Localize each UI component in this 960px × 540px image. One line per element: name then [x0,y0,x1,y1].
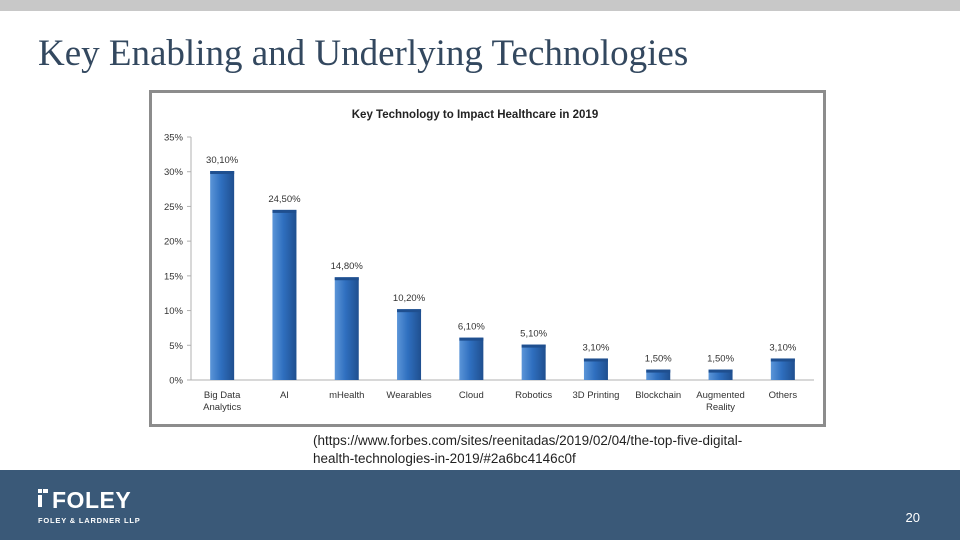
y-tick-label: 0% [169,376,183,387]
y-tick-label: 10% [164,306,184,317]
data-label: 14,80% [331,261,364,272]
x-tick-label: Others [769,390,798,401]
bar-cap [708,369,733,373]
bar [770,358,795,380]
bar [459,337,484,380]
bar-cap [583,358,608,362]
x-tick-label: Reality [706,402,735,413]
x-tick-label: Robotics [515,390,552,401]
bar [708,369,733,380]
y-tick-label: 5% [169,341,183,352]
page-number: 20 [905,510,920,525]
x-tick-label: Analytics [203,402,241,413]
x-tick-label: Cloud [459,390,484,401]
data-label: 1,50% [707,354,734,365]
bar-cap [646,369,671,373]
bar [397,309,422,380]
data-label: 5,10% [520,329,547,340]
top-bar [0,0,960,11]
bar-chart: Key Technology to Impact Healthcare in 2… [164,109,814,413]
source-line-2[interactable]: health-technologies-in-2019/#2a6bc4146c0… [313,451,576,466]
footer-band [0,470,960,540]
data-label: 10,20% [393,293,426,304]
y-tick-label: 25% [164,202,184,213]
bar [521,344,546,380]
bar-cap [521,344,546,348]
x-tick-label: mHealth [329,390,364,401]
data-label: 24,50% [268,194,301,205]
logo-mark-icon [38,489,48,507]
bar-cap [397,309,422,313]
bar-cap [272,209,297,213]
y-tick-label: 30% [164,167,184,178]
x-tick-label: Big Data [204,390,241,401]
data-label: 3,10% [769,342,796,353]
source-citation[interactable]: (https://www.forbes.com/sites/reenitadas… [313,432,833,468]
logo-subtext: FOLEY & LARDNER LLP [38,516,141,525]
data-label: 30,10% [206,155,239,166]
slide-title: Key Enabling and Underlying Technologies [38,33,689,74]
y-tick-label: 20% [164,237,184,248]
logo-text: FOLEY [52,487,132,513]
y-tick-label: 35% [164,133,184,144]
bar [583,358,608,380]
bar-cap [210,171,235,175]
chart-frame: Key Technology to Impact Healthcare in 2… [149,90,826,427]
bar-cap [334,277,359,281]
x-tick-label: Augmented [696,390,745,401]
data-label: 1,50% [645,354,672,365]
bar-cap [770,358,795,362]
x-tick-label: Wearables [386,390,431,401]
bar [272,209,297,380]
bar-cap [459,337,484,341]
bar [334,277,359,380]
x-tick-label: AI [280,390,289,401]
x-tick-label: Blockchain [635,390,681,401]
chart-title: Key Technology to Impact Healthcare in 2… [352,109,598,121]
bar [646,369,671,380]
data-label: 6,10% [458,322,485,333]
data-label: 3,10% [582,342,609,353]
y-tick-label: 15% [164,271,184,282]
x-tick-label: 3D Printing [572,390,619,401]
source-line-1[interactable]: (https://www.forbes.com/sites/reenitadas… [313,433,743,448]
bar [210,171,235,380]
